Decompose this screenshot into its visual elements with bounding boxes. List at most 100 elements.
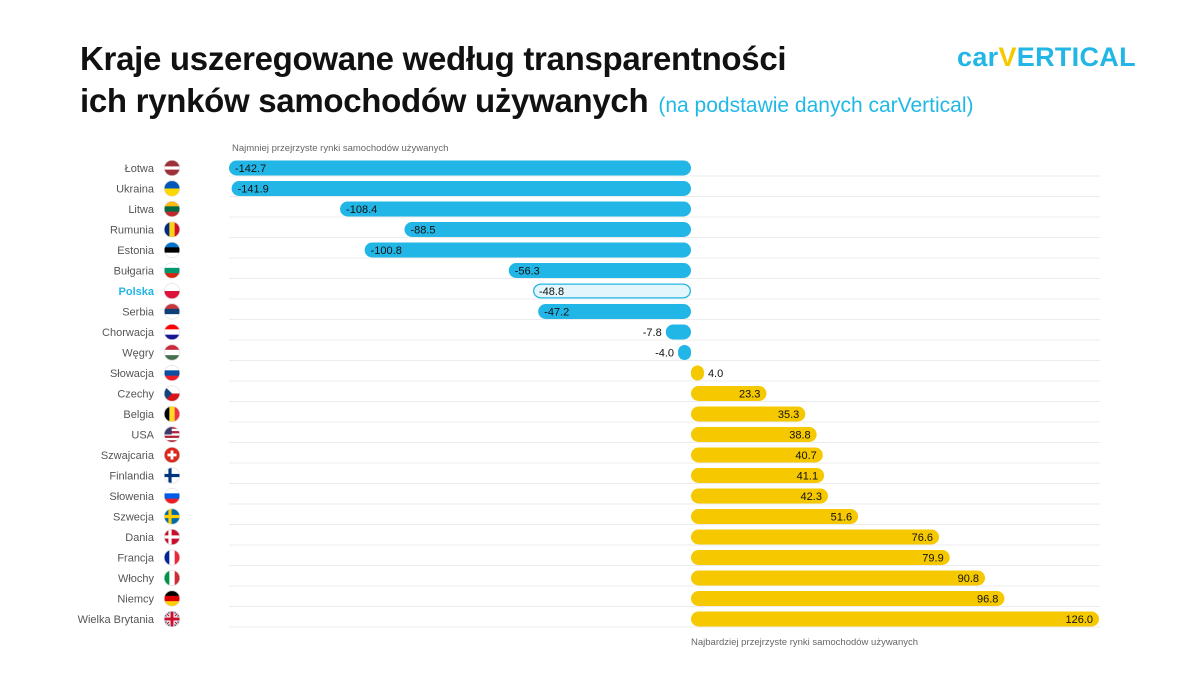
country-label-francja: Francja [117,553,155,565]
flag-stripe [164,349,180,356]
value-label-rumunia: -88.5 [410,225,435,237]
flag-stripe [164,375,180,381]
flag-stripe [174,406,180,422]
flag-stripe [164,324,180,330]
flag-stripe [164,595,180,602]
value-label-francja: 79.9 [922,553,943,565]
bar-dania [691,529,940,545]
flag-stripe [164,206,180,212]
annotation-least-transparent: Najmniej przejrzyste rynki samochodów uż… [232,143,448,154]
bar-niemcy [691,591,1005,606]
value-label-wielka-brytania: 126.0 [1065,614,1093,626]
flag-lotwa-icon [164,160,181,177]
value-label-dania: 76.6 [912,532,933,544]
flag-outline [164,569,181,586]
bar-serbia [538,304,691,319]
bar-bulgaria [508,263,691,278]
flag-stripe [164,393,180,402]
chart-subtitle: (na podstawie danych carVertical) [658,94,974,117]
flag-stripe [164,160,180,167]
flag-triangle [164,385,172,402]
flag-stripe [164,166,180,170]
flag-inner [164,324,180,340]
country-label-belgia: Belgia [123,409,154,421]
flag-inner [164,447,180,463]
flag-inner [164,488,180,504]
flag-outline [164,549,181,566]
flag-inner [164,344,180,361]
flag-outline [164,385,181,402]
bar-wielka-brytania [691,611,1099,627]
country-label-chorwacja: Chorwacja [102,327,155,339]
flag-stripe [164,549,170,566]
country-label-ukraina: Ukraina [116,184,155,196]
country-label-usa: USA [131,430,154,442]
value-label-belgia: 35.3 [778,409,799,421]
bar-ukraina [231,181,692,196]
flag-stripe [164,590,180,597]
flag-outline [164,405,181,422]
flag-stripe [164,262,180,269]
flag-niemcy-icon [164,590,181,607]
flag-francja-icon [164,549,181,566]
flag-czechy-icon [164,385,181,402]
flag-outline [164,201,181,218]
flag-slowenia-icon [164,487,181,504]
value-label-slowenia: 42.3 [801,491,822,503]
flag-cross-v [170,450,174,460]
bar-belgia [691,406,806,422]
country-label-czechy: Czechy [117,389,154,401]
flag-outline [164,528,181,545]
logo-text-car: car [957,42,999,72]
flag-stripe [164,488,180,494]
flag-stripe [169,406,175,422]
country-label-polska: Polska [119,286,155,298]
flag-outline [164,364,181,381]
value-label-lotwa: -142.7 [235,163,266,175]
country-label-wlochy: Włochy [118,573,155,585]
flag-outline [164,180,181,197]
country-label-litwa: Litwa [128,204,155,216]
flag-stripe [164,273,180,279]
value-label-niemcy: 96.8 [977,594,998,606]
flag-stripe [164,221,170,238]
country-label-rumunia: Rumunia [110,225,155,237]
flag-finlandia-icon [164,467,181,484]
flag-stripe [164,370,180,376]
country-label-wegry: Węgry [122,348,154,360]
bar-chorwacja [665,324,691,340]
flag-belgia-icon [164,405,181,422]
flag-inner [164,426,180,443]
bar-francja [691,550,950,565]
annotation-most-transparent: Najbardziej przejrzyste rynki samochodów… [691,637,918,648]
flag-ukraina-icon [164,180,181,197]
flag-stripe [174,221,180,238]
flags [164,160,181,627]
flag-outline [164,282,181,299]
flag-stripe [164,188,180,197]
flag-cross-h [164,473,180,478]
value-label-czechy: 23.3 [739,389,760,401]
country-label-slowenia: Słowenia [109,491,155,503]
flag-litwa-icon [164,201,181,218]
title-line-1: Kraje uszeregowane według transparentnoś… [80,40,787,77]
country-label-bulgaria: Bułgaria [114,266,155,278]
flag-outline [164,610,181,627]
country-label-wielka-brytania: Wielka Brytania [78,614,155,626]
chart-title: Kraje uszeregowane według transparentnoś… [80,38,974,127]
country-label-lotwa: Łotwa [125,163,155,175]
flag-stripe [164,283,180,292]
bar-estonia [364,242,691,258]
bar-usa [691,427,817,442]
flag-inner [164,406,180,422]
country-label-slowacja: Słowacja [110,368,155,380]
bar-szwecja [691,509,859,524]
value-label-estonia: -100.8 [371,245,402,257]
country-label-finlandia: Finlandia [109,471,155,483]
flag-outline [164,508,181,525]
flag-outline [164,303,181,320]
flag-stripe [164,406,170,422]
value-label-litwa: -108.4 [346,204,377,216]
flag-inner [164,242,180,258]
flag-inner [164,283,180,299]
